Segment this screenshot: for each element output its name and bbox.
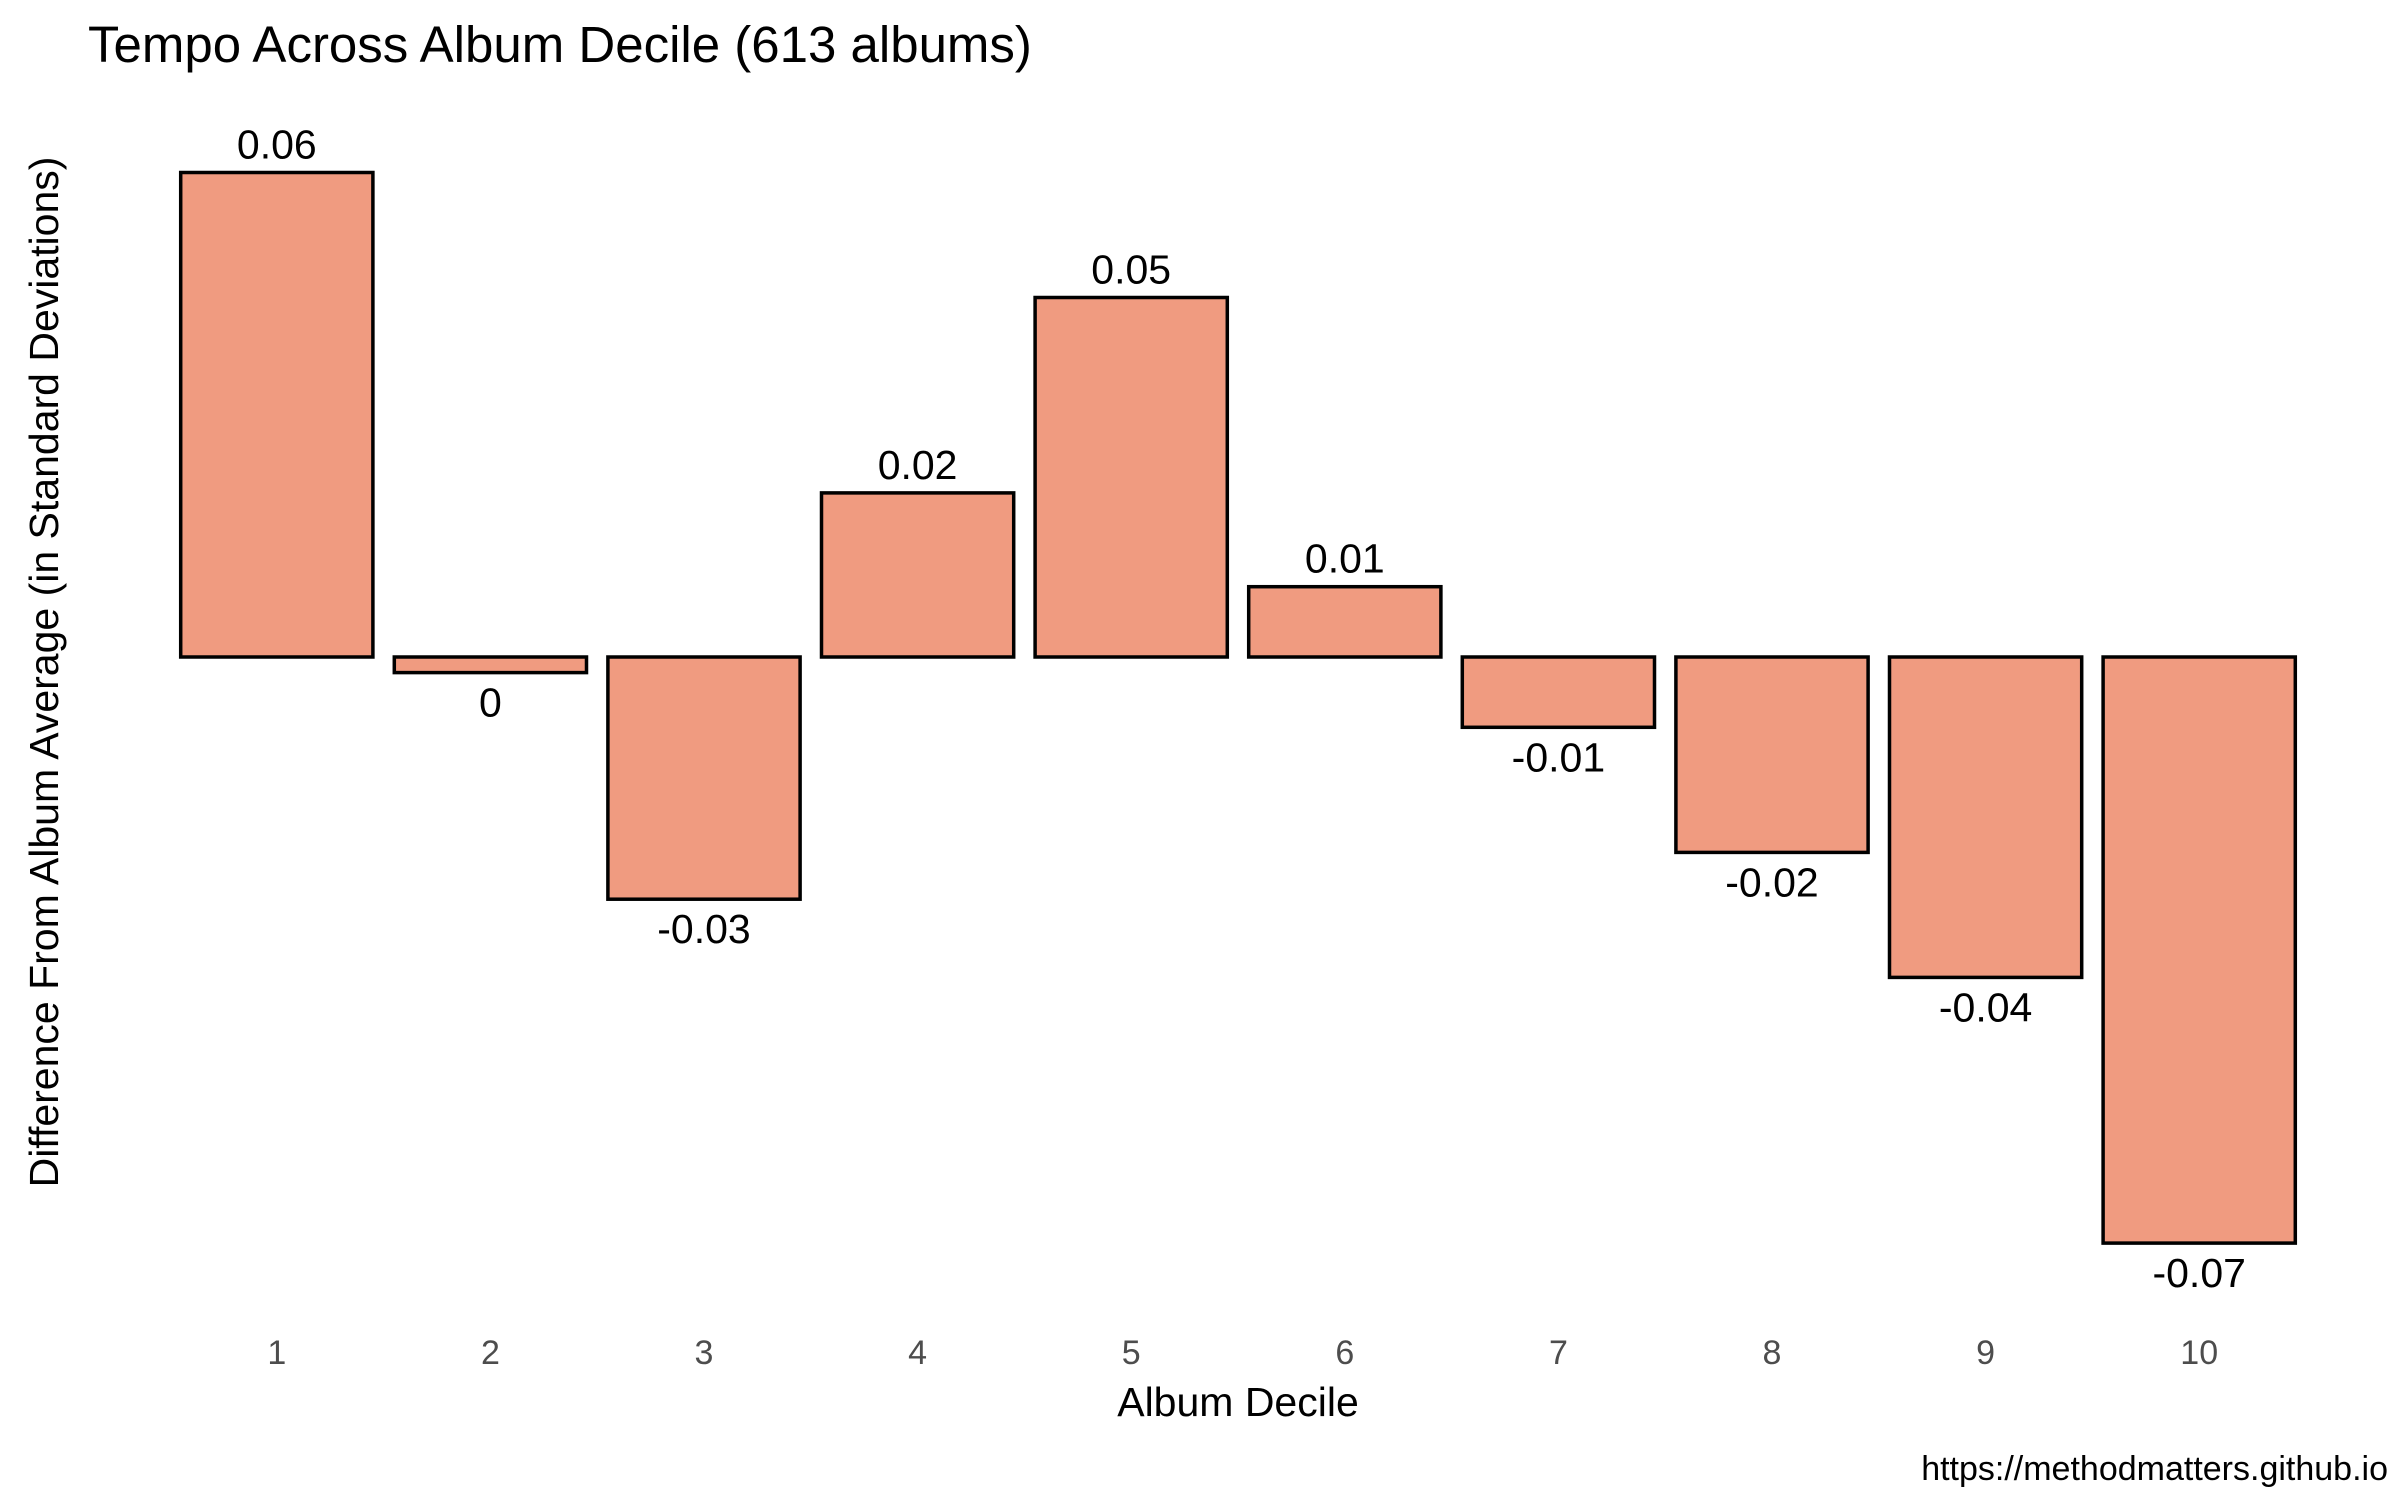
data-label-decile-10: -0.07	[2152, 1250, 2245, 1296]
caption: https://methodmatters.github.io	[1921, 1450, 2388, 1488]
bar-decile-1	[178, 170, 375, 659]
y-axis-title: Difference From Album Average (in Standa…	[21, 157, 67, 1188]
data-label-decile-8: -0.02	[1725, 859, 1818, 905]
x-tick-label-8: 8	[1763, 1334, 1782, 1372]
bar-decile-6	[1246, 584, 1443, 659]
x-tick-label-10: 10	[2180, 1334, 2218, 1372]
x-tick-labels-group: 1 2 3 4 5 6 7 8 9 10	[267, 1334, 2218, 1372]
x-tick-label-1: 1	[267, 1334, 286, 1372]
bar-decile-10	[2101, 655, 2298, 1245]
bar-decile-3	[606, 655, 802, 901]
bar-decile-7	[1460, 655, 1657, 730]
data-label-decile-4: 0.02	[878, 442, 958, 488]
x-tick-label-4: 4	[908, 1334, 927, 1372]
x-axis-title: Album Decile	[1117, 1379, 1359, 1425]
data-label-decile-5: 0.05	[1091, 247, 1171, 293]
bars-group	[178, 170, 2298, 1245]
data-label-decile-1: 0.06	[237, 122, 317, 168]
data-label-decile-2: 0	[479, 680, 502, 726]
bar-decile-4	[819, 491, 1016, 659]
x-tick-label-6: 6	[1335, 1334, 1354, 1372]
bar-decile-2	[392, 655, 589, 675]
x-tick-label-3: 3	[695, 1334, 714, 1372]
bar-decile-9	[1887, 655, 2084, 980]
x-tick-label-5: 5	[1122, 1334, 1141, 1372]
data-label-decile-9: -0.04	[1939, 984, 2032, 1030]
x-tick-label-9: 9	[1976, 1334, 1995, 1372]
bar-decile-8	[1674, 655, 1870, 855]
x-tick-label-7: 7	[1549, 1334, 1568, 1372]
data-label-decile-3: -0.03	[657, 906, 750, 952]
data-labels-group: 0.06 0 -0.03 0.02 0.05 0.01 -0.01 -0.02 -0.04 -0.…	[237, 122, 2246, 1297]
data-label-decile-7: -0.01	[1512, 734, 1605, 780]
chart-title: Tempo Across Album Decile (613 albums)	[88, 16, 1032, 73]
x-tick-label-2: 2	[481, 1334, 500, 1372]
data-label-decile-6: 0.01	[1305, 536, 1385, 582]
bar-decile-5	[1033, 295, 1230, 659]
